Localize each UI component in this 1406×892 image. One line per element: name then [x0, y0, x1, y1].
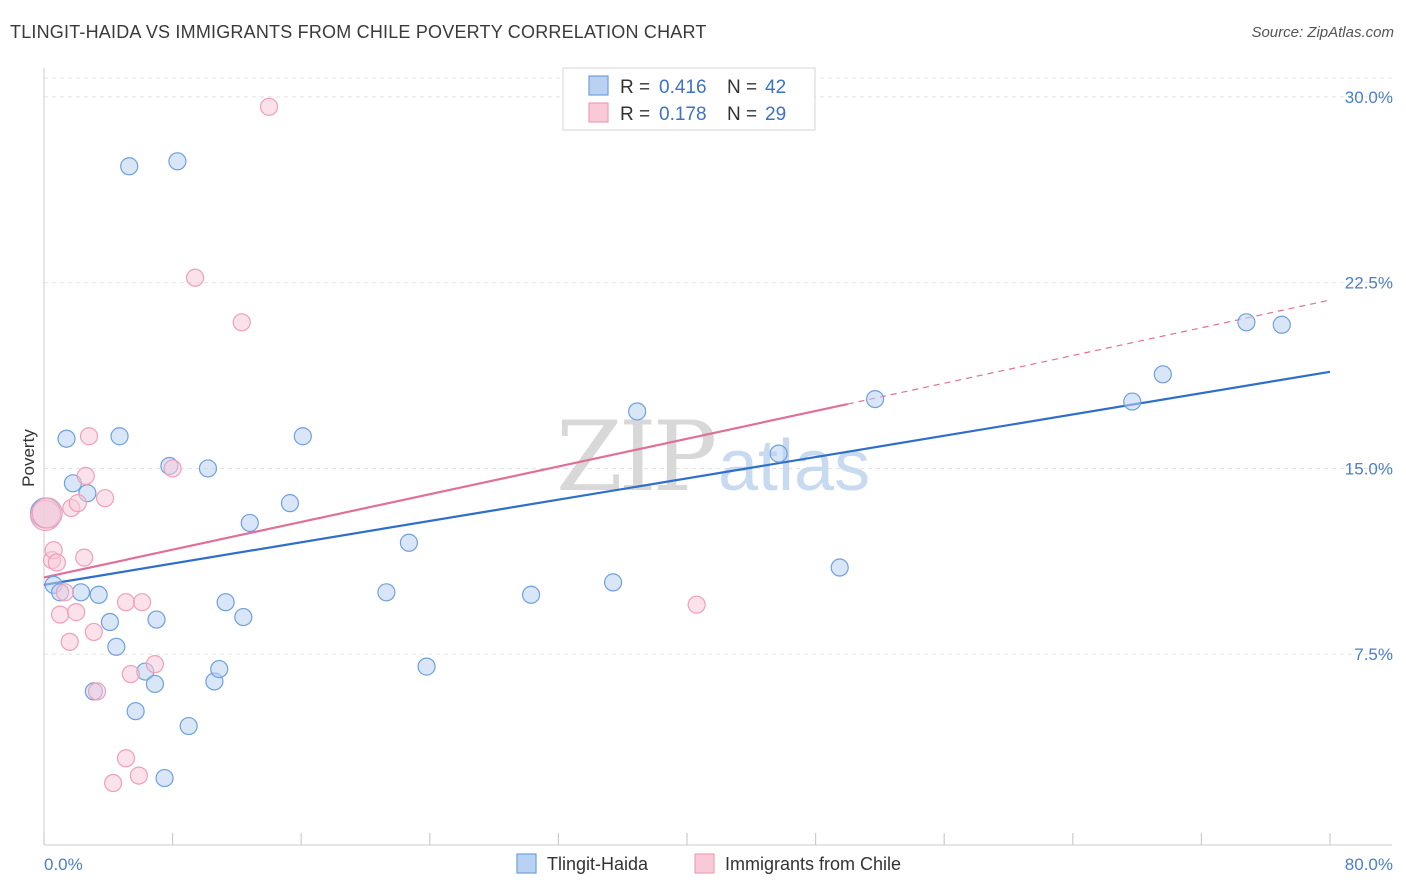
point-chile: [76, 466, 95, 485]
legend-r-value-chile: 0.178: [659, 104, 707, 125]
chart-title: TLINGIT-HAIDA VS IMMIGRANTS FROM CHILE P…: [10, 22, 707, 42]
point-chile: [687, 595, 706, 614]
y-tick-label: 22.5%: [1345, 274, 1393, 293]
point-chile: [186, 268, 205, 287]
point-chile: [50, 605, 70, 624]
x-tick-label-max: 80.0%: [1345, 855, 1393, 874]
point-chile: [55, 583, 74, 602]
point-tlingit-haida: [216, 593, 235, 612]
y-tick-labels: 7.5% 15.0% 22.5% 30.0%: [1345, 88, 1393, 664]
trend-line-solid: [43, 402, 848, 579]
point-tlingit-haida: [240, 513, 259, 533]
bottom-legend-swatch-tlingit-haida: [516, 853, 537, 874]
point-tlingit-haida: [293, 427, 312, 446]
point-tlingit-haida: [280, 494, 300, 513]
y-axis-label: Poverty: [19, 429, 38, 487]
point-tlingit-haida: [120, 157, 139, 176]
data-points: [30, 97, 1291, 793]
point-tlingit-haida: [110, 427, 129, 446]
point-chile: [95, 489, 115, 508]
point-tlingit-haida: [179, 716, 198, 736]
point-chile: [79, 427, 99, 446]
point-chile: [84, 622, 103, 642]
point-chile: [121, 664, 140, 684]
watermark-atlas: atlas: [718, 426, 870, 506]
point-chile: [116, 749, 136, 768]
point-chile: [232, 313, 251, 332]
point-tlingit-haida: [399, 533, 419, 552]
stats-legend: R = 0.416 N = 42 R = 0.178 N = 29: [562, 67, 816, 131]
legend-n-label-chile: N =: [727, 104, 757, 125]
point-tlingit-haida: [145, 674, 165, 694]
trend-line: [43, 370, 1331, 586]
point-tlingit-haida: [603, 573, 623, 592]
point-tlingit-haida: [198, 459, 218, 478]
point-tlingit-haida: [126, 702, 145, 721]
point-tlingit-haida: [1153, 365, 1172, 384]
point-chile: [259, 97, 279, 116]
trend-line-dashed: [847, 299, 1331, 405]
point-chile: [132, 593, 152, 612]
point-tlingit-haida: [628, 402, 647, 421]
legend-swatch-tlingit-haida: [588, 75, 609, 96]
bottom-legend-label-tlingit-haida: Tlingit-Haida: [547, 854, 649, 874]
point-chile: [145, 655, 165, 674]
y-tick-label: 15.0%: [1345, 459, 1393, 478]
point-chile: [104, 773, 123, 793]
legend-n-value-tlingit-haida: 42: [765, 77, 786, 98]
chart-source: Source: ZipAtlas.com: [1251, 24, 1394, 41]
point-tlingit-haida: [1123, 392, 1142, 411]
point-tlingit-haida: [147, 610, 166, 629]
point-tlingit-haida: [168, 152, 187, 171]
point-tlingit-haida: [1272, 315, 1291, 334]
point-tlingit-haida: [107, 637, 126, 656]
point-tlingit-haida: [1237, 313, 1256, 332]
point-tlingit-haida: [865, 389, 885, 409]
watermark: ZIP atlas: [556, 401, 870, 513]
point-tlingit-haida: [830, 558, 849, 577]
point-chile: [68, 494, 87, 513]
point-tlingit-haida: [521, 585, 541, 604]
legend-r-label-tlingit-haida: R =: [620, 77, 650, 98]
y-tick-label: 7.5%: [1354, 645, 1393, 664]
legend-n-value-chile: 29: [765, 104, 786, 125]
point-chile: [129, 766, 148, 785]
point-chile: [31, 497, 63, 529]
point-tlingit-haida: [377, 583, 396, 602]
point-chile: [47, 553, 66, 572]
point-tlingit-haida: [210, 659, 229, 679]
bottom-legend-swatch-chile: [694, 853, 715, 874]
point-chile: [75, 548, 94, 567]
point-tlingit-haida: [57, 429, 76, 448]
point-chile: [60, 632, 79, 651]
y-tick-label: 30.0%: [1345, 88, 1393, 107]
series-legend: Tlingit-Haida Immigrants from Chile: [516, 853, 901, 874]
point-chile: [163, 459, 182, 478]
point-tlingit-haida: [89, 585, 108, 604]
gridlines: [44, 77, 1392, 655]
point-tlingit-haida: [100, 612, 120, 632]
legend-r-label-chile: R =: [620, 104, 650, 125]
point-tlingit-haida: [234, 607, 253, 627]
legend-swatch-chile: [588, 102, 609, 123]
point-chile: [87, 682, 107, 701]
x-tick-label-min: 0.0%: [44, 855, 83, 874]
point-chile: [67, 603, 86, 622]
legend-n-label-tlingit-haida: N =: [727, 77, 757, 98]
point-tlingit-haida: [417, 657, 436, 676]
point-chile: [116, 593, 136, 612]
point-tlingit-haida: [71, 583, 91, 602]
axes: [43, 68, 1392, 846]
point-tlingit-haida: [769, 444, 788, 463]
bottom-legend-label-chile: Immigrants from Chile: [725, 854, 901, 874]
point-tlingit-haida: [155, 768, 174, 788]
legend-r-value-tlingit-haida: 0.416: [659, 77, 707, 98]
